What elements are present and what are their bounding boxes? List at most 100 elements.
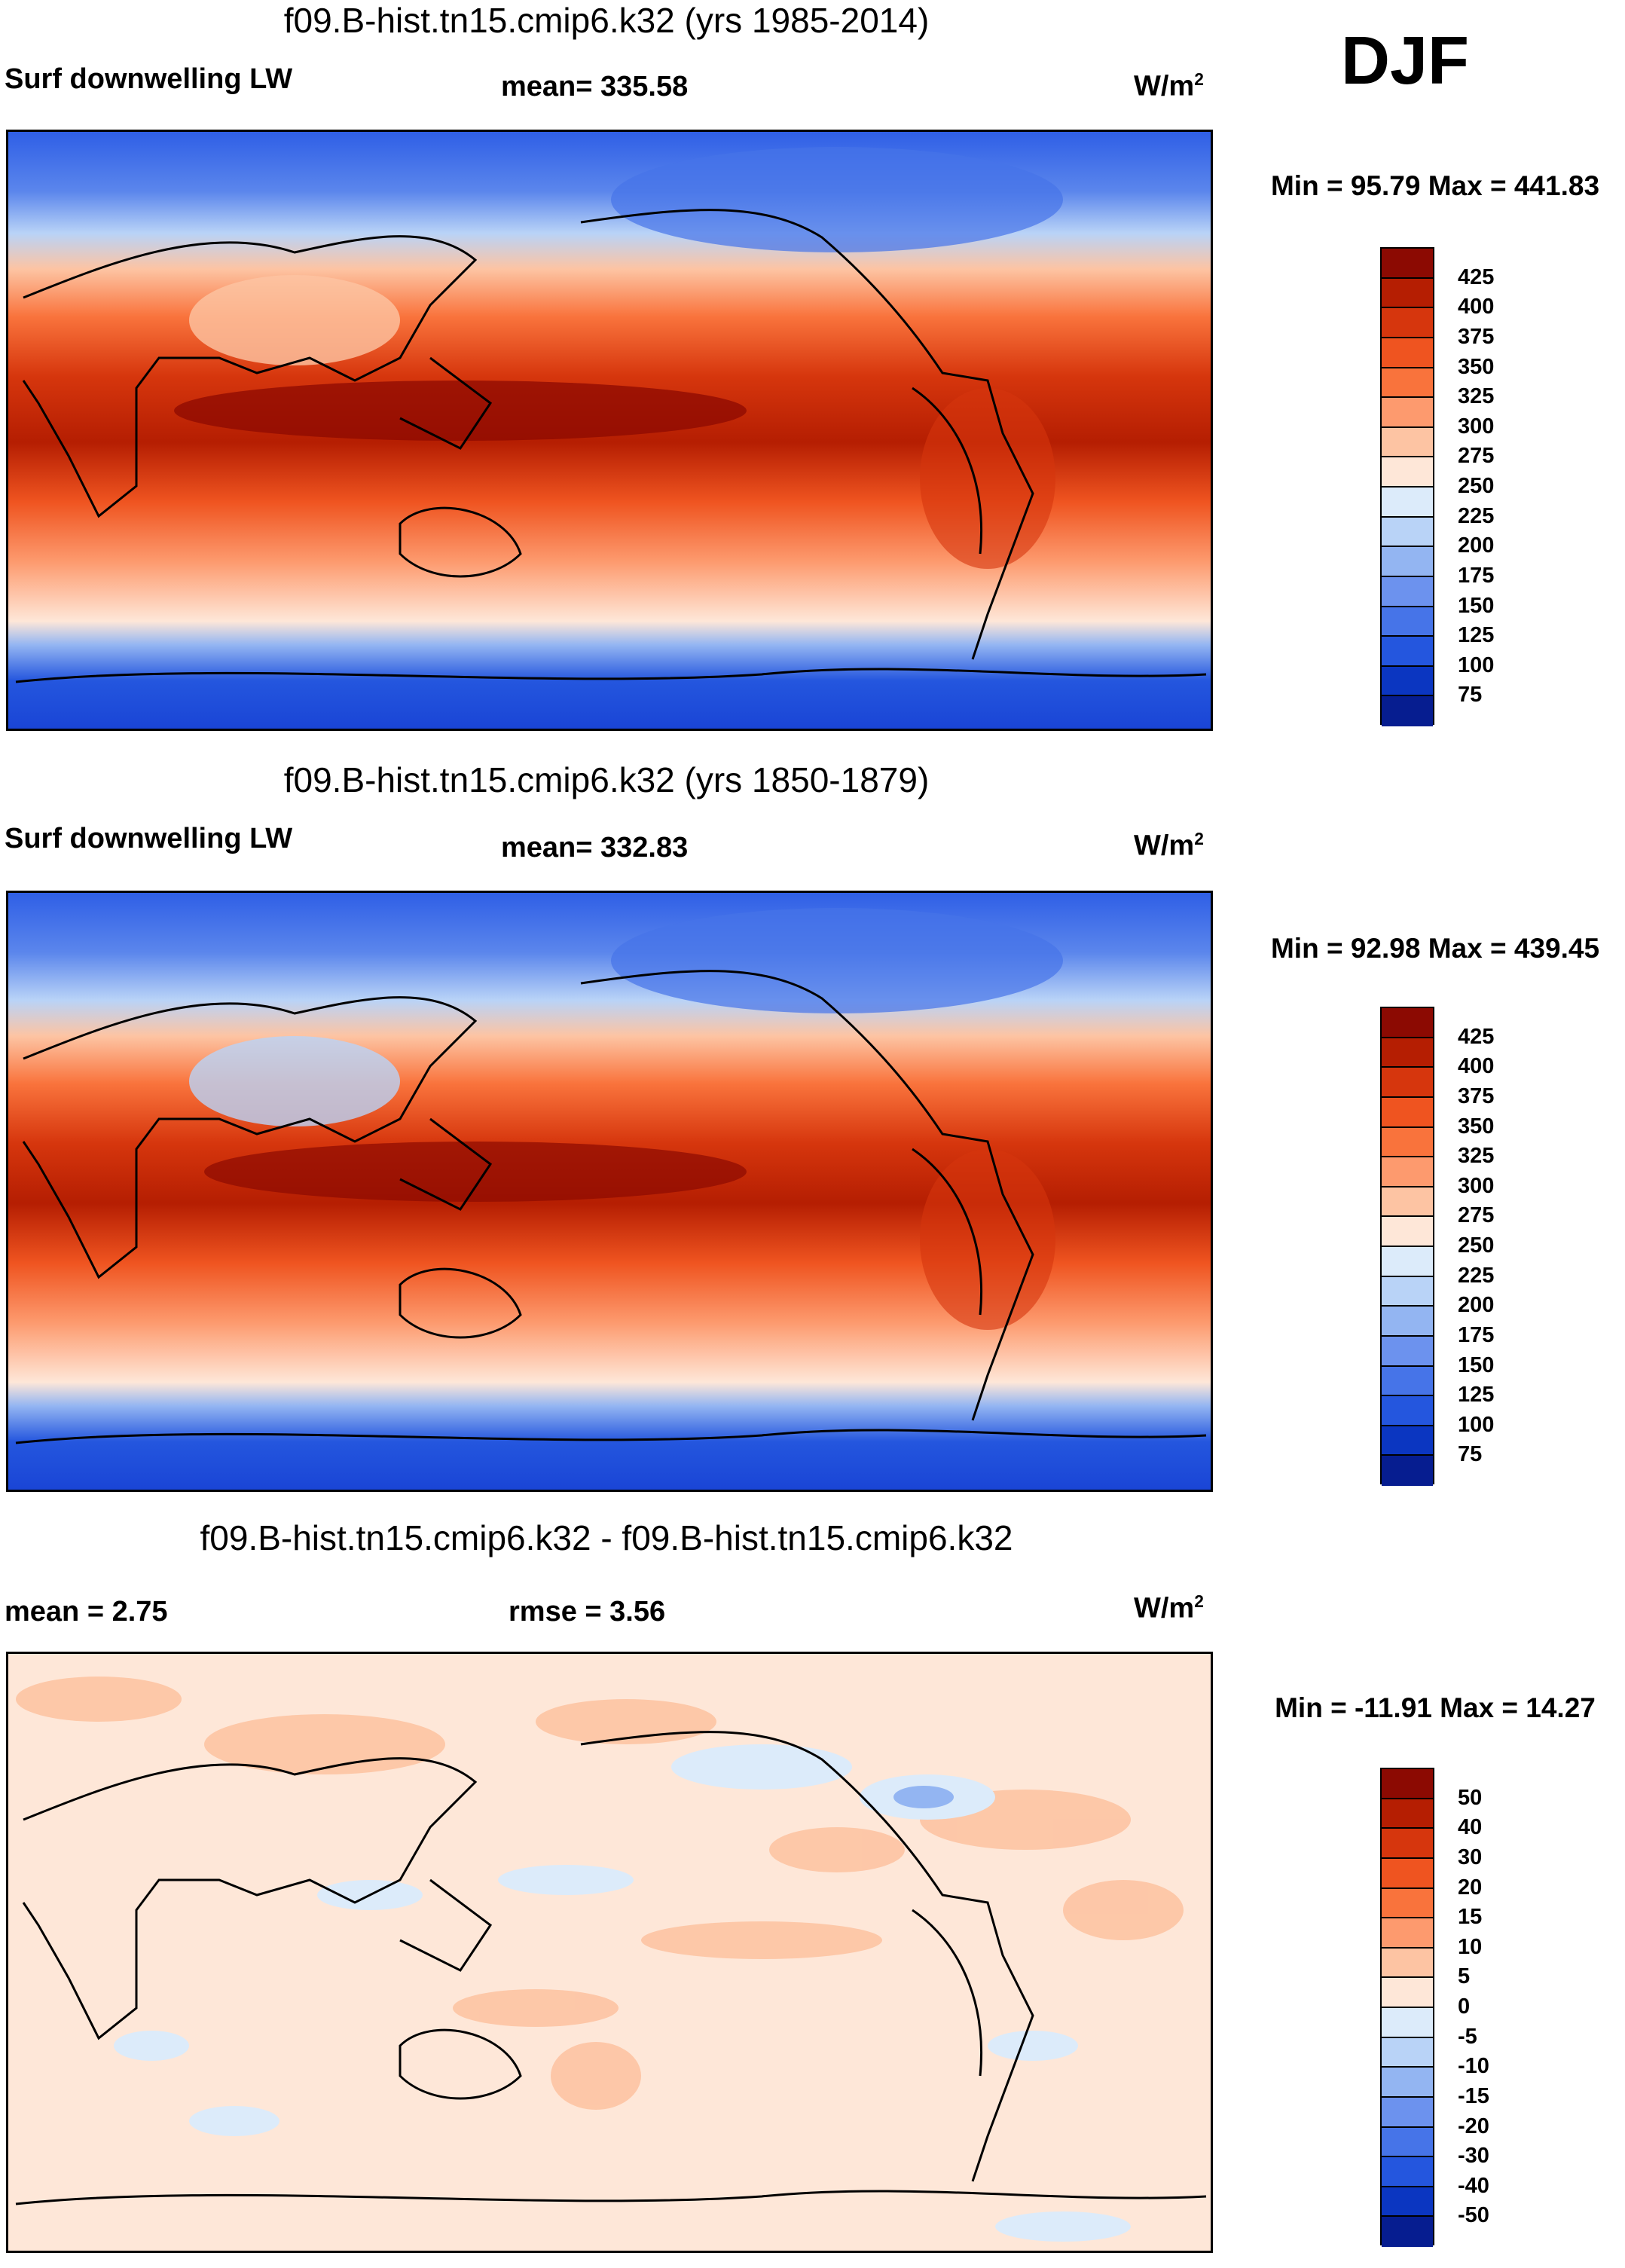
colorbar-tick-label: 125	[1458, 623, 1495, 648]
colorbar-swatch	[1382, 607, 1433, 637]
colorbar-tick-label: 175	[1458, 563, 1495, 588]
colorbar-swatch	[1382, 427, 1433, 458]
colorbar-tick-label: 350	[1458, 354, 1495, 379]
colorbar-swatch	[1382, 398, 1433, 428]
colorbar-tick-label: 50	[1458, 1785, 1483, 1810]
panel-2-map	[6, 891, 1213, 1492]
panel-2-mean: mean= 332.83	[501, 832, 689, 863]
colorbar-tick-label: 400	[1458, 295, 1495, 319]
panel-3-minmax: Min = -11.91 Max = 14.27	[1275, 1692, 1596, 1723]
colorbar-tick-label: 0	[1458, 1994, 1471, 2019]
colorbar-swatch	[1382, 1456, 1433, 1486]
colorbar-swatch	[1382, 1157, 1433, 1187]
colorbar-tick-label: -50	[1458, 2203, 1489, 2228]
colorbar-tick-label: 20	[1458, 1875, 1483, 1900]
colorbar-swatch	[1382, 576, 1433, 607]
colorbar-swatch	[1382, 457, 1433, 488]
colorbar-tick-label: 400	[1458, 1054, 1495, 1079]
panel-3-mean: mean = 2.75	[5, 1596, 168, 1628]
panel-3-rmse: rmse = 3.56	[509, 1596, 666, 1628]
colorbar-swatch	[1382, 1978, 1433, 2008]
colorbar-swatch	[1382, 1829, 1433, 1859]
colorbar-swatch	[1382, 666, 1433, 697]
colorbar-tick-label: -30	[1458, 2144, 1489, 2169]
colorbar-swatch	[1382, 1396, 1433, 1426]
colorbar-swatch	[1382, 2127, 1433, 2158]
colorbar-tick-label: -20	[1458, 2114, 1489, 2138]
colorbar-swatch	[1382, 1307, 1433, 1337]
colorbar-swatch	[1382, 308, 1433, 338]
colorbar-swatch	[1382, 1858, 1433, 1889]
panel-1-colorbar	[1380, 247, 1434, 726]
colorbar-tick-label: 375	[1458, 1084, 1495, 1108]
colorbar-tick-label: 5	[1458, 1964, 1471, 1989]
colorbar-swatch	[1382, 1276, 1433, 1307]
panel-1-title: f09.B-hist.tn15.cmip6.k32 (yrs 1985-2014…	[283, 1, 930, 40]
colorbar-swatch	[1382, 1366, 1433, 1397]
colorbar-tick-label: 75	[1458, 1442, 1483, 1467]
colorbar-tick-label: 15	[1458, 1905, 1483, 1930]
colorbar-tick-label: 75	[1458, 683, 1483, 708]
colorbar-swatch	[1382, 278, 1433, 309]
colorbar-tick-label: 275	[1458, 444, 1495, 469]
colorbar-tick-label: -40	[1458, 2173, 1489, 2198]
colorbar-tick-label: -15	[1458, 2083, 1489, 2108]
colorbar-swatch	[1382, 1336, 1433, 1367]
panel-1-units: W/m2	[1134, 69, 1204, 102]
colorbar-tick-label: 425	[1458, 1024, 1495, 1049]
colorbar-tick-label: 30	[1458, 1845, 1483, 1869]
panel-1-variable: Surf downwelling LW	[5, 63, 293, 95]
colorbar-swatch	[1382, 696, 1433, 726]
colorbar-tick-label: 300	[1458, 414, 1495, 439]
colorbar-tick-label: -10	[1458, 2054, 1489, 2079]
colorbar-tick-label: 100	[1458, 653, 1495, 677]
colorbar-swatch	[1382, 1247, 1433, 1277]
colorbar-tick-label: 250	[1458, 474, 1495, 498]
colorbar-swatch	[1382, 1948, 1433, 1979]
panel-2-colorbar	[1380, 1007, 1434, 1486]
colorbar-swatch	[1382, 2187, 1433, 2218]
colorbar-swatch	[1382, 1918, 1433, 1949]
colorbar-swatch	[1382, 1008, 1433, 1038]
colorbar-swatch	[1382, 2217, 1433, 2247]
colorbar-tick-label: 200	[1458, 1293, 1495, 1318]
panel-3-units: W/m2	[1134, 1591, 1204, 1625]
colorbar-tick-label: 425	[1458, 264, 1495, 289]
colorbar-swatch	[1382, 2157, 1433, 2187]
colorbar-tick-label: 250	[1458, 1233, 1495, 1258]
panel-1-mean: mean= 335.58	[501, 71, 689, 102]
colorbar-swatch	[1382, 1799, 1433, 1829]
colorbar-swatch	[1382, 368, 1433, 399]
colorbar-swatch	[1382, 249, 1433, 279]
colorbar-swatch	[1382, 2097, 1433, 2128]
colorbar-swatch	[1382, 1426, 1433, 1456]
panel-3-map	[6, 1652, 1213, 2253]
colorbar-swatch	[1382, 1038, 1433, 1068]
colorbar-swatch	[1382, 1097, 1433, 1128]
colorbar-swatch	[1382, 1187, 1433, 1218]
colorbar-swatch	[1382, 1888, 1433, 1919]
colorbar-swatch	[1382, 2008, 1433, 2038]
colorbar-tick-label: 125	[1458, 1383, 1495, 1408]
colorbar-swatch	[1382, 488, 1433, 518]
colorbar-tick-label: 325	[1458, 1144, 1495, 1169]
colorbar-swatch	[1382, 517, 1433, 548]
colorbar-tick-label: 100	[1458, 1412, 1495, 1437]
panel-2-variable: Surf downwelling LW	[5, 823, 293, 854]
panel-3-title: f09.B-hist.tn15.cmip6.k32 - f09.B-hist.t…	[200, 1518, 1013, 1557]
panel-2-units: W/m2	[1134, 829, 1204, 862]
colorbar-swatch	[1382, 1068, 1433, 1098]
panel-1-map	[6, 130, 1213, 731]
colorbar-swatch	[1382, 1127, 1433, 1158]
colorbar-swatch	[1382, 1217, 1433, 1247]
panel-3-colorbar	[1380, 1768, 1434, 2247]
colorbar-tick-label: -5	[1458, 2024, 1477, 2049]
colorbar-tick-label: 350	[1458, 1114, 1495, 1139]
colorbar-swatch	[1382, 2037, 1433, 2068]
colorbar-tick-label: 225	[1458, 503, 1495, 528]
colorbar-swatch	[1382, 547, 1433, 577]
colorbar-tick-label: 225	[1458, 1263, 1495, 1288]
season-label: DJF	[1341, 23, 1470, 99]
colorbar-swatch	[1382, 1769, 1433, 1799]
colorbar-tick-label: 300	[1458, 1173, 1495, 1198]
